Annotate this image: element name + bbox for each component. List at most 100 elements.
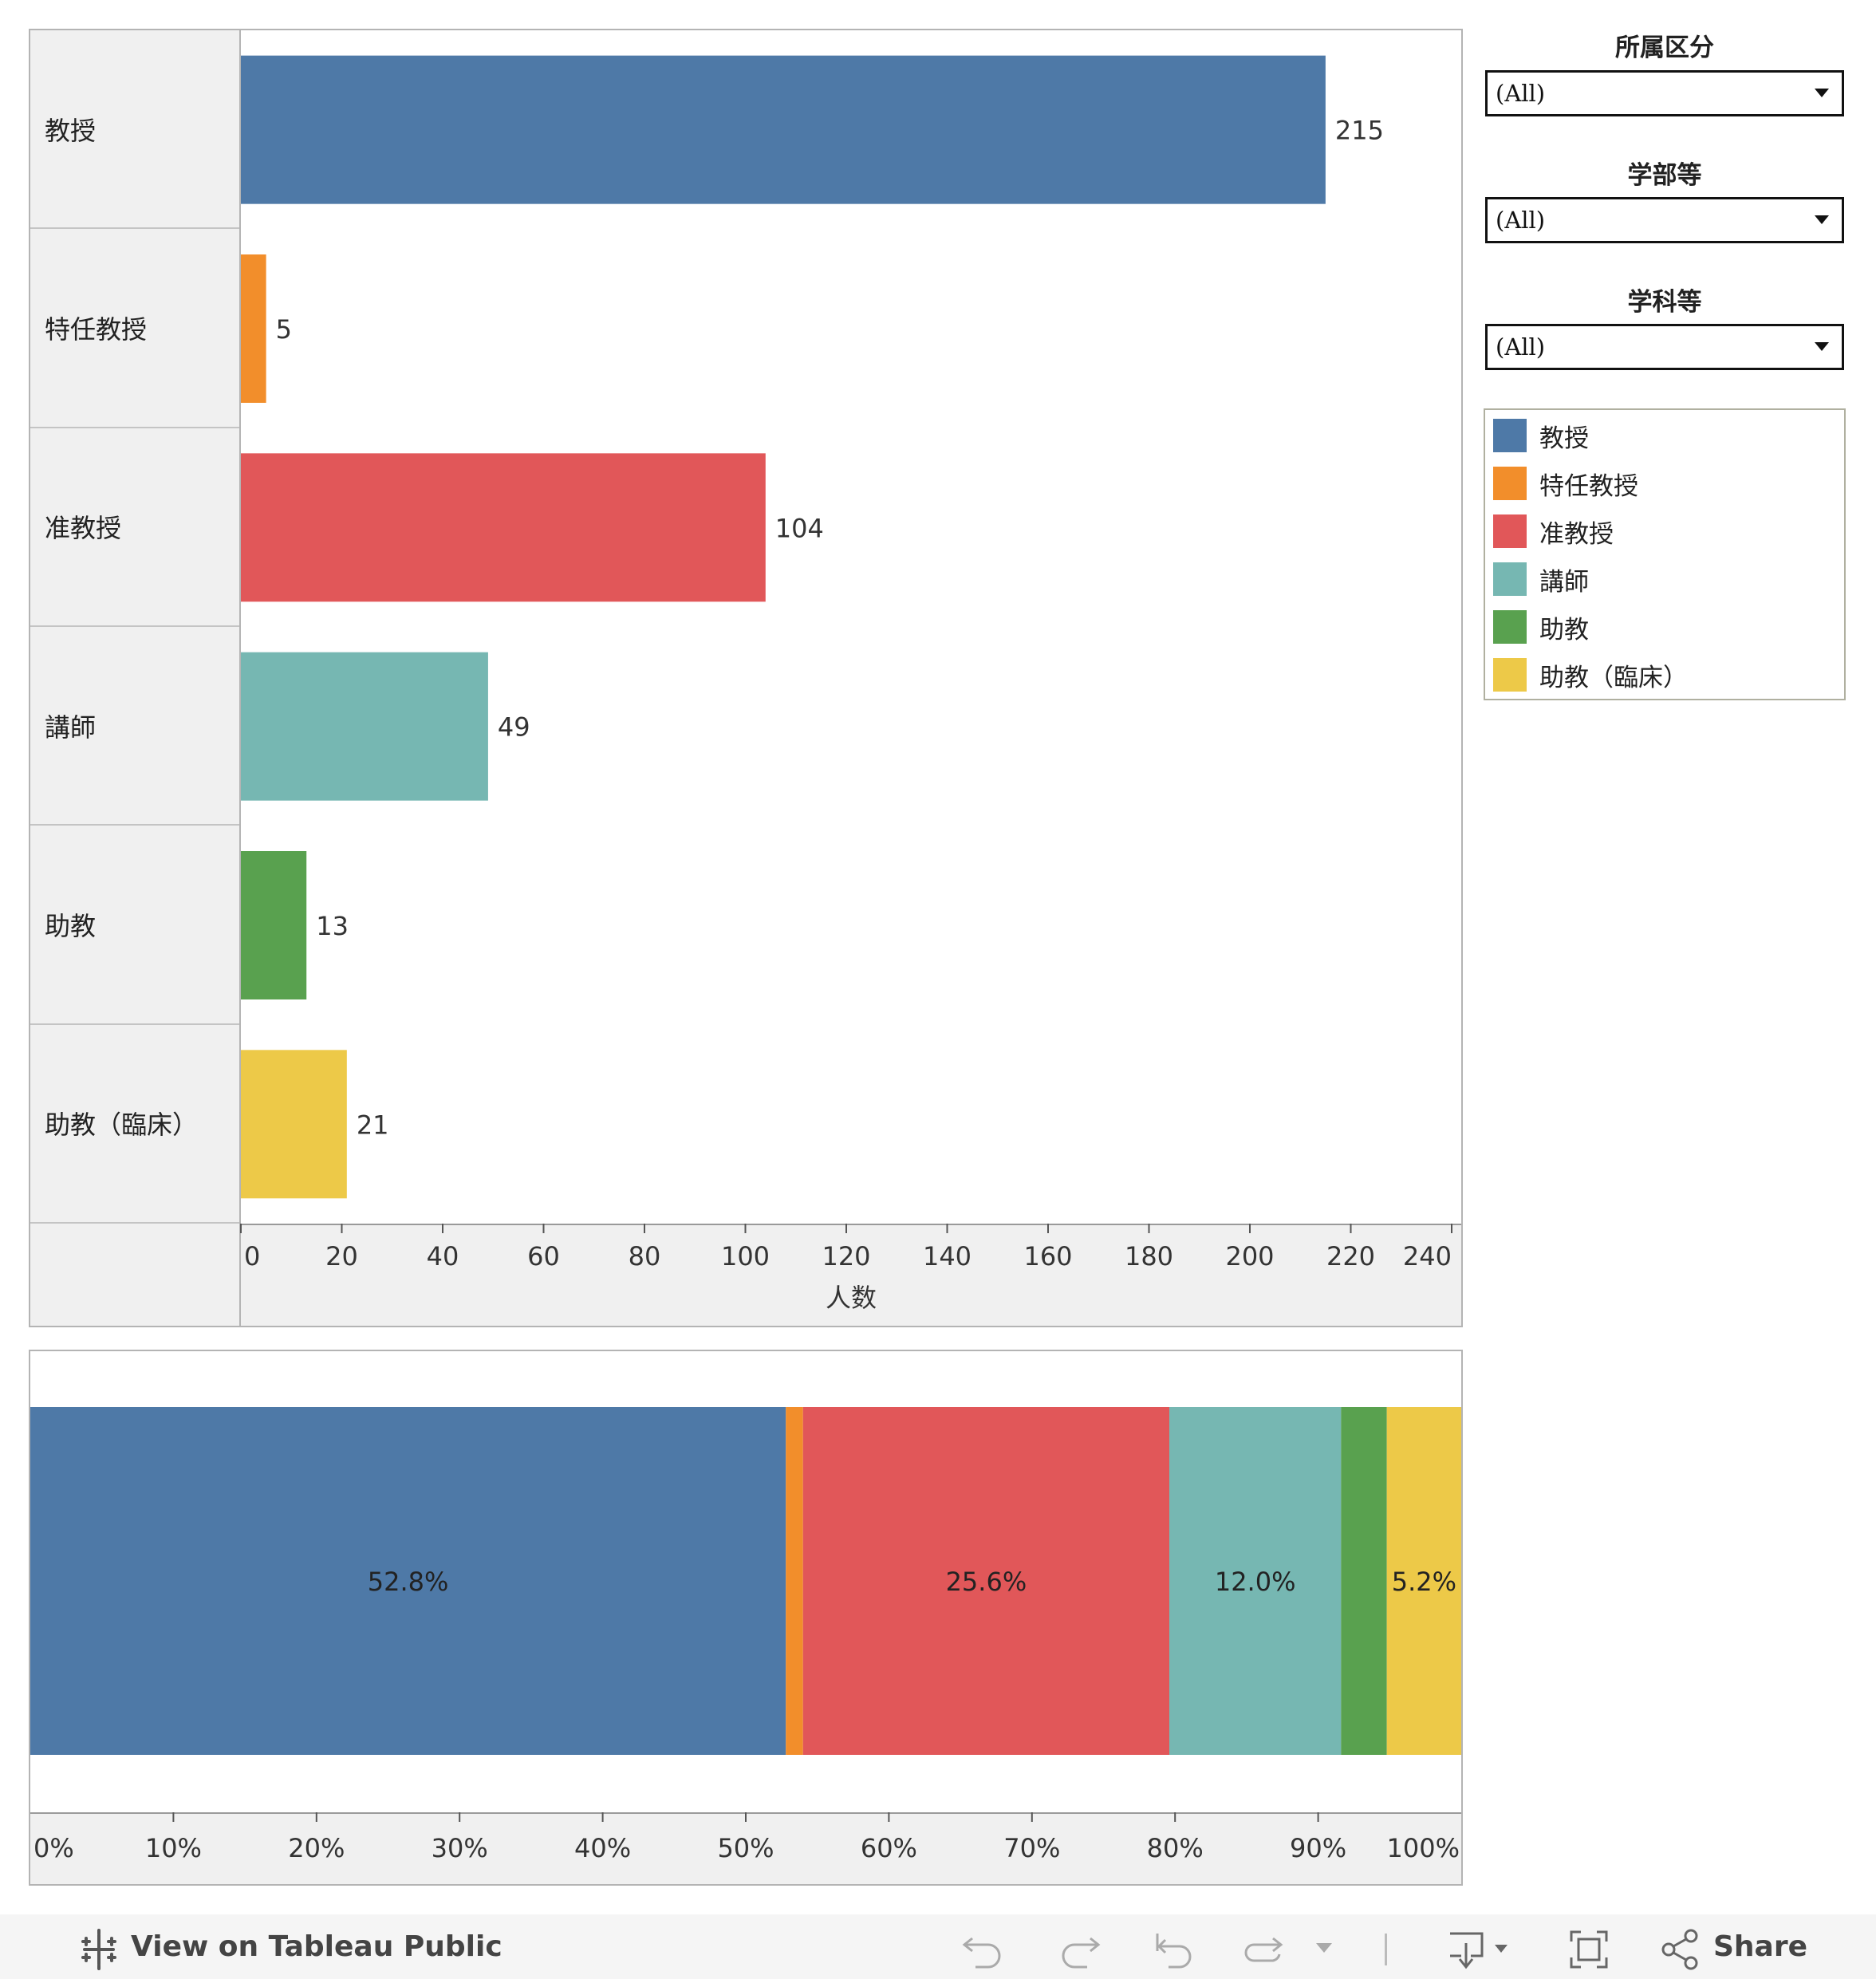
bar[interactable] [241,851,307,999]
redo-icon[interactable] [1057,1930,1102,1969]
bar-data-label: 215 [1335,116,1384,146]
filter-value-faculty: (All) [1496,207,1546,234]
legend-swatch [1493,419,1527,452]
row-label: 准教授 [30,428,239,627]
download-icon[interactable] [1447,1930,1514,1970]
legend-item[interactable]: 教授 [1493,418,1589,453]
legend-label: 助教（臨床） [1539,663,1688,692]
bar[interactable] [241,1050,347,1199]
fullscreen-icon[interactable] [1568,1929,1610,1970]
dropdown-icon[interactable] [1314,1942,1334,1954]
x-tick-label: 220 [1326,1241,1375,1271]
legend-swatch [1493,562,1527,596]
color-legend: 教授特任教授准教授講師助教助教（臨床） [1484,408,1846,700]
segment-percent-label: 52.8% [368,1567,449,1597]
legend-swatch [1493,467,1527,500]
refresh-icon[interactable] [1241,1930,1286,1969]
chevron-down-icon[interactable] [1815,342,1829,351]
bar-chart-svg[interactable]: 215 5 104 49 13 21 0 20 40 60 80 100 120 140 160 180 200… [30,30,1461,1326]
percent-tick-label: 30% [432,1833,488,1863]
stacked-segment[interactable] [1341,1407,1387,1755]
filter-value-affiliation: (All) [1496,80,1546,107]
stacked-segment[interactable] [1386,1407,1461,1755]
x-tick-label: 200 [1225,1241,1274,1271]
bar-data-label: 13 [316,911,349,941]
percent-tick-label: 0% [34,1833,74,1863]
row-label: 特任教授 [30,229,239,428]
legend-label: 准教授 [1539,519,1614,549]
stacked-bar-panel: 52.8% 25.6% 12.0% 5.2% 0% 10% 20% 30% 40% 50% 60% 7… [29,1350,1463,1886]
row-label: 講師 [30,627,239,826]
legend-swatch [1493,610,1527,644]
x-tick-label: 80 [629,1241,661,1271]
filter-select-faculty[interactable]: (All) [1485,197,1844,243]
bar-data-label: 21 [357,1110,389,1140]
stacked-segment[interactable] [786,1407,803,1755]
stacked-bar-svg[interactable]: 52.8% 25.6% 12.0% 5.2% 0% 10% 20% 30% 40% 50% 60% 7… [30,1351,1461,1884]
legend-item[interactable]: 准教授 [1493,514,1614,549]
percent-tick-label: 70% [1003,1833,1060,1863]
toolbar-divider [1385,1934,1387,1965]
legend-item[interactable]: 助教 [1493,609,1589,645]
row-label: 助教 [30,826,239,1025]
x-tick-label: 160 [1023,1241,1072,1271]
percent-tick-label: 100% [1387,1833,1460,1863]
bar-data-label: 104 [775,513,824,543]
filter-value-department: (All) [1496,333,1546,361]
bar-chart-panel: 教授 特任教授 准教授 講師 助教 助教（臨床） 215 5 104 49 13 21 0 20 40 60 8… [29,29,1463,1327]
bar-data-label: 49 [498,712,530,743]
percent-tick-label: 10% [145,1833,202,1863]
row-label: 助教（臨床） [30,1025,239,1224]
legend-item[interactable]: 助教（臨床） [1493,657,1688,692]
stacked-segment[interactable] [1169,1407,1342,1755]
share-button[interactable]: Share [1713,1930,1808,1963]
filter-select-department[interactable]: (All) [1485,324,1844,370]
filter-title-faculty: 学部等 [1627,161,1702,190]
bar[interactable] [241,652,488,801]
undo-icon[interactable] [961,1930,1006,1969]
legend-swatch [1493,514,1527,548]
x-tick-label: 100 [721,1241,770,1271]
bar[interactable] [241,254,266,403]
percent-tick-label: 40% [574,1833,631,1863]
x-tick-label: 120 [822,1241,870,1271]
legend-label: 講師 [1539,567,1589,597]
row-label: 教授 [30,30,239,230]
segment-percent-label: 12.0% [1215,1567,1296,1597]
legend-item[interactable]: 講師 [1493,562,1589,597]
chevron-down-icon[interactable] [1815,89,1829,97]
filter-select-affiliation[interactable]: (All) [1485,70,1844,116]
legend-item[interactable]: 特任教授 [1493,466,1638,501]
tableau-toolbar: View on Tableau Public Share [0,1914,1876,1979]
revert-icon[interactable] [1153,1930,1197,1969]
x-tick-label: 240 [1403,1241,1452,1271]
percent-tick-label: 50% [717,1833,774,1863]
x-tick-label: 40 [427,1241,459,1271]
stacked-segment[interactable] [30,1407,786,1755]
share-icon[interactable] [1661,1929,1701,1970]
filter-title-affiliation: 所属区分 [1615,34,1714,62]
percent-tick-label: 20% [288,1833,345,1863]
tableau-logo-icon[interactable] [78,1929,120,1970]
legend-label: 助教 [1539,615,1589,645]
legend-swatch [1493,658,1527,692]
chevron-down-icon[interactable] [1815,215,1829,224]
legend-label: 教授 [1539,424,1589,453]
row-header-column [30,30,241,1326]
segment-percent-label: 5.2% [1392,1567,1456,1597]
bar[interactable] [241,55,1326,204]
x-axis-label: 人数 [826,1283,877,1313]
x-tick-label: 60 [527,1241,560,1271]
x-tick-label: 0 [244,1241,260,1271]
percent-tick-label: 60% [861,1833,917,1863]
segment-percent-label: 25.6% [946,1567,1027,1597]
legend-label: 特任教授 [1539,471,1638,501]
bar[interactable] [241,453,766,602]
stacked-segment[interactable] [802,1407,1170,1755]
percent-tick-label: 90% [1290,1833,1346,1863]
view-on-tableau-link[interactable]: View on Tableau Public [131,1930,503,1963]
x-tick-label: 140 [923,1241,972,1271]
filter-title-department: 学科等 [1627,288,1702,317]
x-tick-label: 20 [325,1241,358,1271]
percent-tick-label: 80% [1147,1833,1204,1863]
